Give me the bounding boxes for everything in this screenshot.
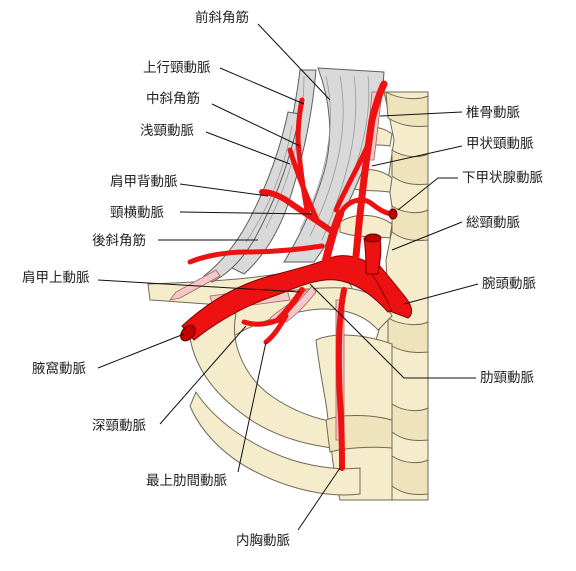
brachiocephalic-artery (369, 261, 413, 319)
label-ascending-cervical: 上行頸動脈 (143, 60, 211, 76)
label-posterior-scalene: 後斜角筋 (92, 232, 146, 249)
suprascapular-artery (187, 243, 325, 265)
vertebra-5 (391, 403, 429, 441)
label-inferior-thyroid: 下甲状腺動脈 (462, 170, 543, 186)
label-superficial-cervical: 浅頸動脈 (140, 123, 194, 139)
posterior-scalene-muscle (203, 111, 301, 283)
label-axillary: 腋窩動脈 (32, 360, 86, 377)
label-transverse-cervical: 頸横動脈 (110, 205, 164, 221)
leader-lines (97, 23, 479, 531)
costocervical-trunk (275, 287, 305, 323)
label-common-carotid: 総頸動脈 (466, 215, 520, 231)
vertebra-3 (391, 205, 429, 241)
label-costocervical: 肋頸動脈 (480, 370, 534, 386)
inferior-thyroid-artery (337, 197, 397, 217)
label-supreme-intercostal: 最上肋間動脈 (146, 473, 227, 489)
label-internal-thoracic: 内胸動脈 (236, 533, 290, 549)
ascending-cervical-artery (333, 137, 373, 213)
scalene-muscles (203, 67, 385, 283)
internal-thoracic-artery (335, 287, 347, 471)
vertebra-1 (385, 91, 429, 127)
vertebra-6 (391, 455, 429, 495)
label-thyrocervical: 甲状頸動脈 (466, 136, 534, 152)
vertebra-2 (391, 149, 429, 185)
label-anterior-scalene: 前斜角筋 (195, 9, 249, 26)
labels: 前斜角筋 上行頸動脈 中斜角筋 浅頸動脈 肩甲背動脈 頸横動脈 後斜角筋 肩甲上… (22, 9, 543, 549)
thyrocervical-trunk (322, 210, 344, 264)
arteries (180, 80, 413, 471)
label-brachiocephalic: 腕頭動脈 (482, 276, 536, 292)
label-deep-cervical: 深頸動脈 (92, 418, 146, 434)
vertebral-artery (352, 80, 388, 260)
vertebra-4 (387, 317, 429, 353)
label-vertebral: 椎骨動脈 (466, 105, 520, 121)
label-middle-scalene: 中斜角筋 (146, 90, 200, 107)
common-carotid-cut (364, 233, 382, 243)
label-dorsal-scapular: 肩甲背動脈 (110, 174, 178, 190)
axillary-artery-cut (180, 324, 196, 342)
third-rib (189, 390, 361, 496)
label-suprascapular: 肩甲上動脈 (22, 270, 90, 286)
deep-cervical-artery (241, 317, 281, 327)
transverse-process-3 (339, 215, 393, 239)
supreme-intercostal-artery (263, 313, 289, 345)
inferior-thyroid-cut (388, 208, 398, 220)
common-carotid-artery (363, 237, 382, 275)
dorsal-scapular-artery (287, 147, 321, 225)
